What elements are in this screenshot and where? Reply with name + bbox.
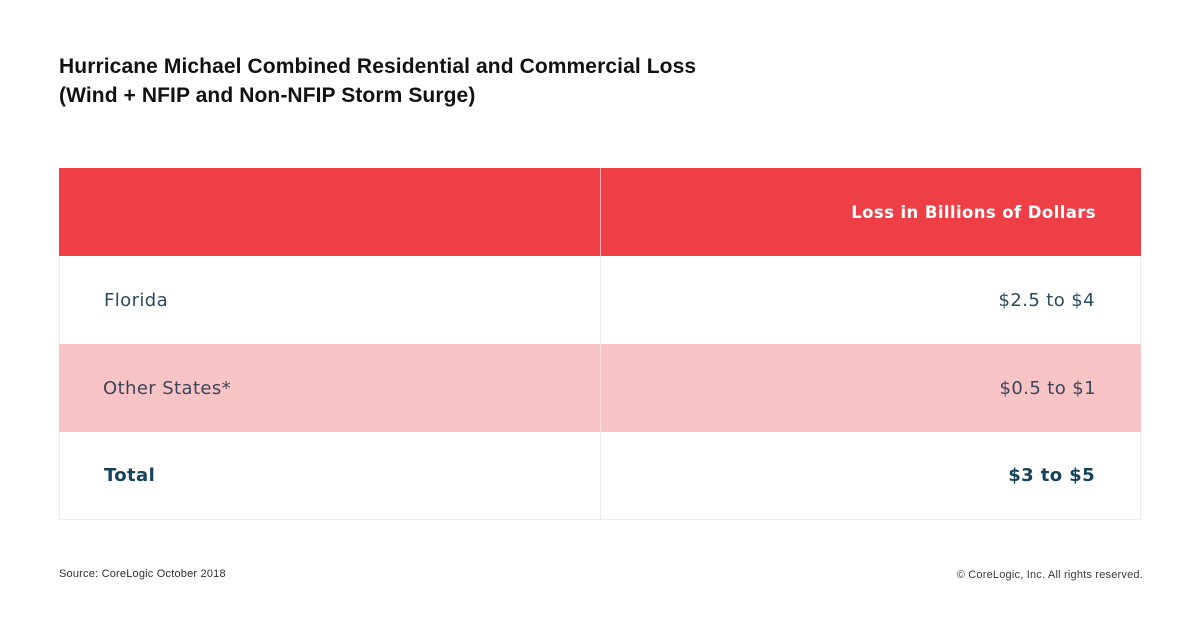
page-title: Hurricane Michael Combined Residential a… <box>59 55 697 107</box>
loss-table: Loss in Billions of Dollars Florida $2.5… <box>59 168 1141 520</box>
row-label-other-states: Other States* <box>103 377 232 399</box>
header-loss-column-label: Loss in Billions of Dollars <box>600 168 1141 256</box>
row-label-florida: Florida <box>104 289 169 311</box>
row-label-total: Total <box>104 465 156 486</box>
row-value-florida: $2.5 to $4 <box>600 256 1140 344</box>
copyright-note: © CoreLogic, Inc. All rights reserved. <box>956 569 1143 581</box>
table-header-row: Loss in Billions of Dollars <box>59 168 1141 256</box>
row-value-other-states: $0.5 to $1 <box>600 344 1141 432</box>
row-value-total: $3 to $5 <box>600 432 1140 519</box>
table-row-florida: Florida $2.5 to $4 <box>59 256 1141 344</box>
table-row-total: Total $3 to $5 <box>59 432 1141 520</box>
header-empty-cell <box>59 168 600 256</box>
source-note: Source: CoreLogic October 2018 <box>59 568 226 580</box>
table-row-other-states: Other States* $0.5 to $1 <box>59 344 1141 432</box>
